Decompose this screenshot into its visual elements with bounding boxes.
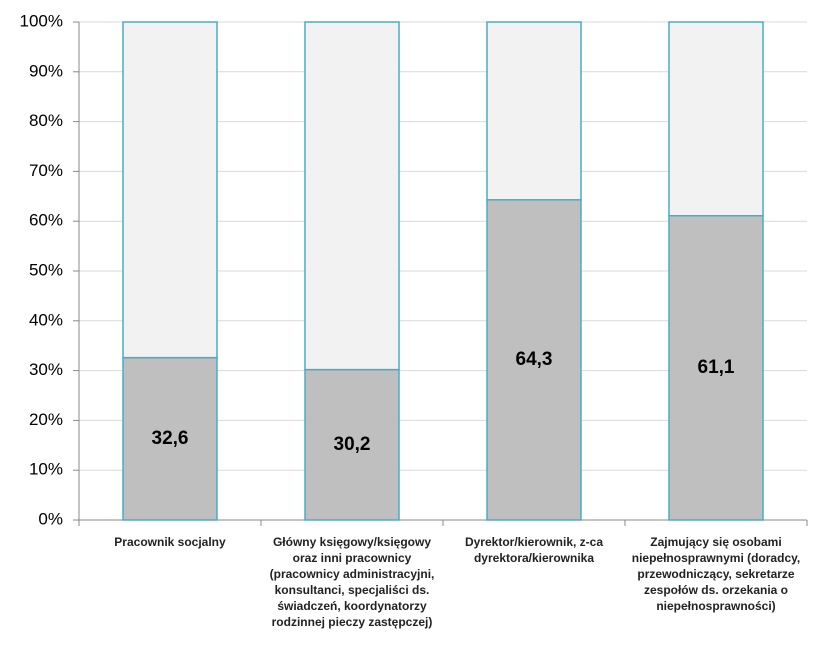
bar-segment: [122, 356, 218, 521]
y-tick-label: 50%: [29, 260, 63, 279]
bar-segment: [486, 21, 582, 201]
y-tick-label: 20%: [29, 410, 63, 429]
y-tick-label: 40%: [29, 310, 63, 329]
data-label: 30,2: [334, 434, 371, 455]
y-tick-label: 30%: [29, 360, 63, 379]
x-tick-label: Zajmujący się osobami niepełnosprawnymi …: [631, 535, 801, 613]
data-label: 64,3: [516, 349, 553, 370]
x-tick-label: Pracownik socjalny: [114, 535, 226, 549]
y-tick-label: 0%: [38, 509, 63, 528]
x-tick-label: Dyrektor/kierownik, z-ca dyrektora/kiero…: [464, 535, 604, 565]
y-tick-label: 10%: [29, 460, 63, 479]
y-tick-label: 70%: [29, 161, 63, 180]
bar-segment: [304, 21, 400, 371]
y-tick-label: 60%: [29, 211, 63, 230]
data-label: 32,6: [152, 428, 189, 449]
data-label: 61,1: [698, 357, 735, 378]
bar-segment: [122, 21, 218, 359]
y-tick-label: 80%: [29, 111, 63, 130]
x-tick-label: Główny księgowy/księgowy oraz inni praco…: [269, 535, 435, 629]
bar-segment: [486, 199, 582, 521]
y-tick-label: 100%: [20, 11, 63, 30]
y-tick-label: 90%: [29, 61, 63, 80]
bar-segment: [304, 368, 400, 521]
bar-segment: [668, 21, 764, 217]
bar-segment: [668, 214, 764, 521]
